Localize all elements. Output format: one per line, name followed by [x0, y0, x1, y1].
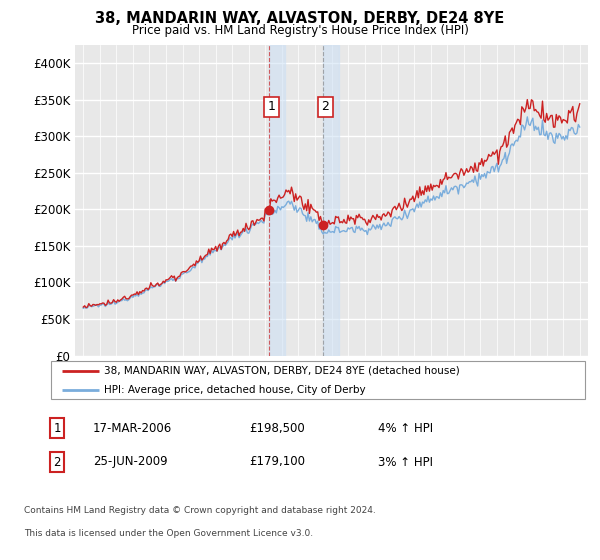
Text: 2: 2 — [322, 100, 329, 114]
Bar — [269, 45, 284, 356]
Text: 2: 2 — [53, 455, 61, 469]
Text: 1: 1 — [268, 100, 275, 114]
Text: 3% ↑ HPI: 3% ↑ HPI — [378, 455, 433, 469]
Text: Contains HM Land Registry data © Crown copyright and database right 2024.: Contains HM Land Registry data © Crown c… — [24, 506, 376, 515]
Text: 25-JUN-2009: 25-JUN-2009 — [93, 455, 167, 469]
Text: 1: 1 — [53, 422, 61, 435]
Text: 17-MAR-2006: 17-MAR-2006 — [93, 422, 172, 435]
FancyBboxPatch shape — [51, 361, 585, 399]
Text: £198,500: £198,500 — [249, 422, 305, 435]
Text: 38, MANDARIN WAY, ALVASTON, DERBY, DE24 8YE (detached house): 38, MANDARIN WAY, ALVASTON, DERBY, DE24 … — [104, 366, 460, 376]
Text: HPI: Average price, detached house, City of Derby: HPI: Average price, detached house, City… — [104, 385, 366, 395]
Bar — [323, 45, 339, 356]
Text: 4% ↑ HPI: 4% ↑ HPI — [378, 422, 433, 435]
Text: Price paid vs. HM Land Registry's House Price Index (HPI): Price paid vs. HM Land Registry's House … — [131, 24, 469, 36]
Text: This data is licensed under the Open Government Licence v3.0.: This data is licensed under the Open Gov… — [24, 529, 313, 538]
Text: 38, MANDARIN WAY, ALVASTON, DERBY, DE24 8YE: 38, MANDARIN WAY, ALVASTON, DERBY, DE24 … — [95, 11, 505, 26]
Text: £179,100: £179,100 — [249, 455, 305, 469]
